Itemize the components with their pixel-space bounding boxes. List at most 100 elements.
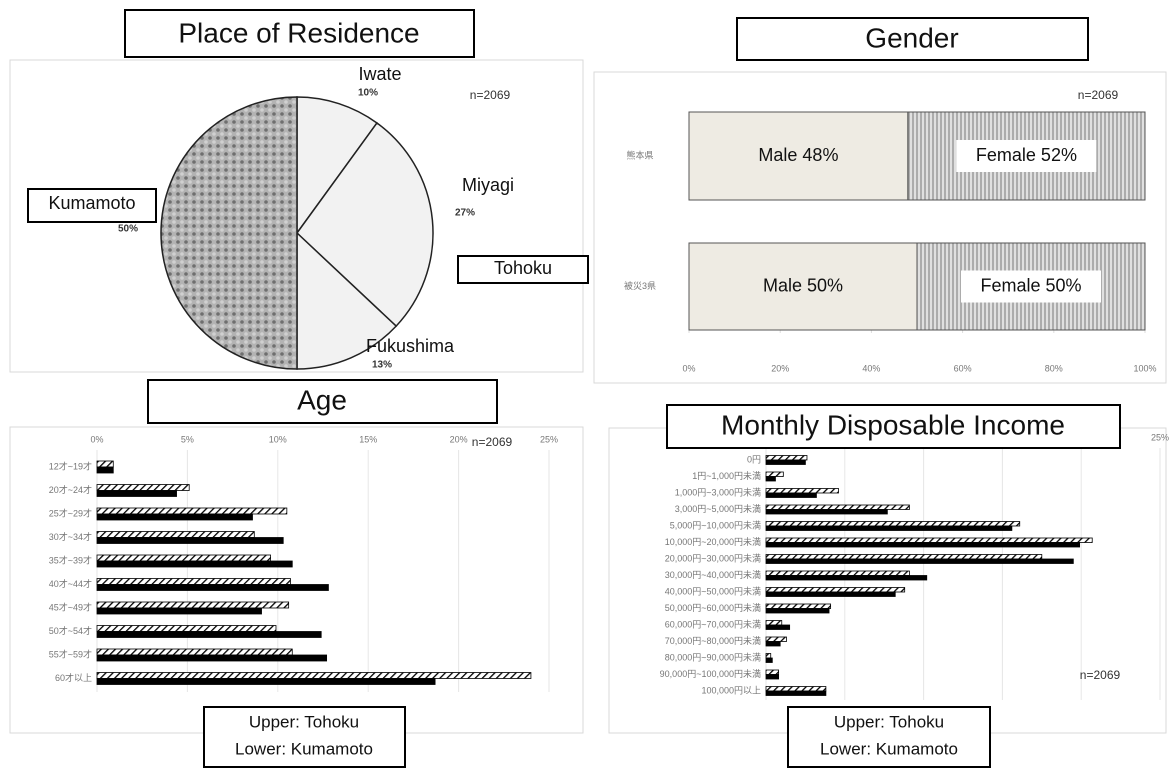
bar [765, 488, 839, 494]
chart-title: Place of Residence [178, 17, 419, 48]
x-tick-label: 100% [1133, 363, 1156, 373]
legend-frame [203, 706, 406, 768]
slice-label: Kumamoto [48, 193, 135, 213]
bar [765, 554, 1043, 560]
y-tick-label: 3,000円~5,000円未満 [675, 503, 761, 514]
slice-label: Iwate [358, 64, 401, 84]
bar [765, 471, 784, 477]
y-tick-label: 50,000円~60,000円未満 [665, 602, 761, 613]
y-tick-label: 1円~1,000円未満 [692, 470, 761, 481]
bar [96, 531, 255, 538]
x-tick-label: 0% [90, 434, 103, 444]
bar [96, 490, 177, 497]
label-frame [27, 188, 157, 223]
x-tick-label: 80% [1045, 363, 1063, 373]
chart-title: Gender [865, 22, 958, 53]
slice-value: 10% [358, 88, 378, 99]
y-tick-label: 1,000円~3,000円未満 [675, 486, 761, 497]
bar [765, 492, 817, 498]
bar [96, 607, 262, 615]
y-tick-label: 70,000円~80,000円未満 [665, 635, 761, 646]
y-tick-label: 被災3県 [624, 280, 656, 291]
title-box: Age [147, 379, 498, 424]
bar [765, 641, 781, 647]
y-tick-label: 25才~29才 [49, 507, 92, 518]
bar [765, 459, 806, 465]
legend-label: Upper: Tohoku [834, 712, 944, 731]
bar [765, 537, 1093, 543]
bar [96, 625, 277, 632]
bar [765, 455, 808, 461]
y-tick-label: 60,000円~70,000円未満 [665, 618, 761, 629]
bar [96, 484, 190, 491]
label-bg [728, 140, 869, 172]
y-tick-label: 30,000円~40,000円未満 [665, 569, 761, 580]
bar [96, 654, 328, 662]
plots: Iwate 10% Miyagi 27% Fukushima 13% Kumamoto 50%… [27, 64, 1169, 700]
bar [765, 542, 1081, 548]
slice-label: Fukushima [366, 336, 455, 356]
legend-label: Upper: Tohoku [249, 712, 359, 731]
bar [765, 509, 888, 515]
bar [765, 504, 910, 510]
slice-value: 27% [455, 208, 475, 219]
annotation: n=2069 [472, 435, 513, 449]
bar [765, 570, 910, 576]
y-tick-label: 12才~19才 [49, 460, 92, 471]
y-tick-label: 熊本県 [626, 149, 653, 160]
y-tick-label: 10,000円~20,000円未満 [665, 536, 761, 547]
bar [765, 603, 832, 609]
bar [765, 620, 783, 626]
bar [765, 636, 787, 642]
x-tick-label: 20% [771, 363, 789, 373]
bar [765, 690, 827, 696]
bar [96, 560, 293, 568]
y-tick-label: 45才~49才 [49, 601, 92, 612]
annotation: Tohoku [494, 258, 552, 278]
x-tick-label: 25% [540, 434, 558, 444]
y-tick-label: 55才~59才 [49, 648, 92, 659]
pie-slice [296, 96, 378, 236]
title-box: Gender [736, 17, 1089, 61]
title-box: Place of Residence [124, 9, 475, 58]
bar [96, 584, 329, 591]
bar [765, 653, 772, 659]
y-tick-label: 90,000円~100,000円未満 [660, 668, 761, 679]
bar [765, 476, 776, 482]
annotation: n=2069 [470, 88, 511, 102]
pie-slice [160, 96, 298, 370]
bar [765, 558, 1074, 564]
x-tick-label: 10% [269, 434, 287, 444]
slice-value: 50% [118, 224, 138, 235]
panel-frame [9, 426, 584, 734]
y-tick-label: 0円 [747, 454, 761, 464]
slice-value: 13% [372, 360, 392, 371]
x-tick-label: 40% [862, 363, 880, 373]
x-tick-label: 20% [450, 434, 468, 444]
bar [96, 460, 114, 468]
legend-label: Lower: Kumamoto [820, 739, 958, 758]
x-tick-label: 0% [682, 363, 695, 373]
bar [765, 575, 928, 581]
legend: Upper: Tohoku Lower: Kumamoto [203, 706, 406, 768]
label-bg [961, 270, 1101, 303]
x-tick-label: 60% [954, 363, 972, 373]
bar [96, 513, 253, 521]
annotation-frame [457, 255, 589, 284]
y-tick-label: 20,000円~30,000円未満 [665, 552, 761, 563]
label-bg [956, 140, 1097, 172]
x-tick-label: 5% [181, 434, 194, 444]
data-label: Female 52% [976, 145, 1077, 165]
legend-label: Lower: Kumamoto [235, 739, 373, 758]
bar [96, 648, 293, 656]
chart-title: Monthly Disposable Income [721, 409, 1065, 440]
y-tick-label: 60才以上 [55, 672, 92, 683]
bar [96, 507, 288, 515]
bar [96, 631, 322, 638]
bar [765, 669, 780, 675]
bar [765, 674, 780, 680]
bar [765, 608, 830, 614]
title-frame [124, 9, 475, 58]
title-frame [666, 404, 1121, 449]
